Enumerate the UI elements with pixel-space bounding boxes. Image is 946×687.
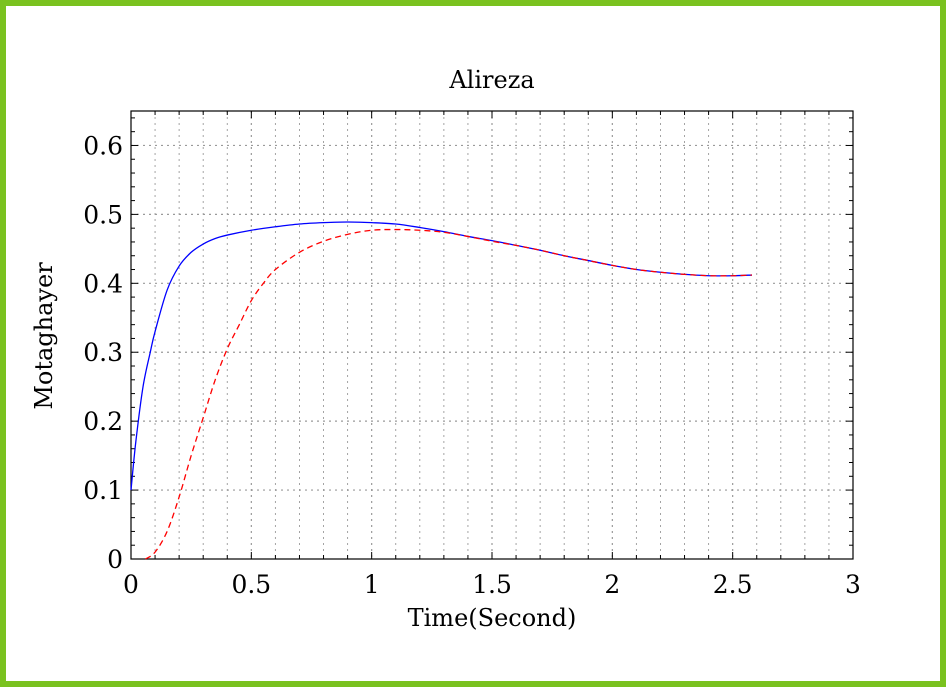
x-tick-label: 0.5: [231, 570, 271, 599]
y-tick-label: 0.5: [83, 200, 123, 229]
x-tick-label: 1.5: [472, 570, 512, 599]
x-tick-label: 2.5: [713, 570, 753, 599]
y-tick-labels: 0 0.1 0.2 0.3 0.4 0.5 0.6: [83, 131, 123, 574]
tick-marks: [130, 111, 854, 560]
series-line-blue-solid: [130, 221, 752, 491]
x-tick-label: 1: [364, 570, 380, 599]
y-tick-label: 0.2: [83, 407, 123, 436]
chart-title: Alireza: [448, 66, 534, 94]
x-tick-label: 0: [123, 570, 139, 599]
x-tick-label: 2: [604, 570, 620, 599]
y-tick-label: 0.6: [83, 131, 123, 160]
y-tick-label: 0.4: [83, 269, 123, 298]
x-axis-title: Time(Second): [408, 604, 577, 632]
series-layer: [130, 221, 752, 560]
grid-layer: [131, 111, 853, 559]
y-tick-label: 0.1: [83, 476, 123, 505]
x-tick-label: 3: [845, 570, 861, 599]
series-line-red-dashed: [145, 228, 752, 560]
y-tick-label: 0: [107, 545, 123, 574]
y-tick-label: 0.3: [83, 338, 123, 367]
x-tick-labels: 0 0.5 1 1.5 2 2.5 3: [123, 570, 861, 599]
y-axis-title: Motaghayer: [30, 262, 58, 410]
